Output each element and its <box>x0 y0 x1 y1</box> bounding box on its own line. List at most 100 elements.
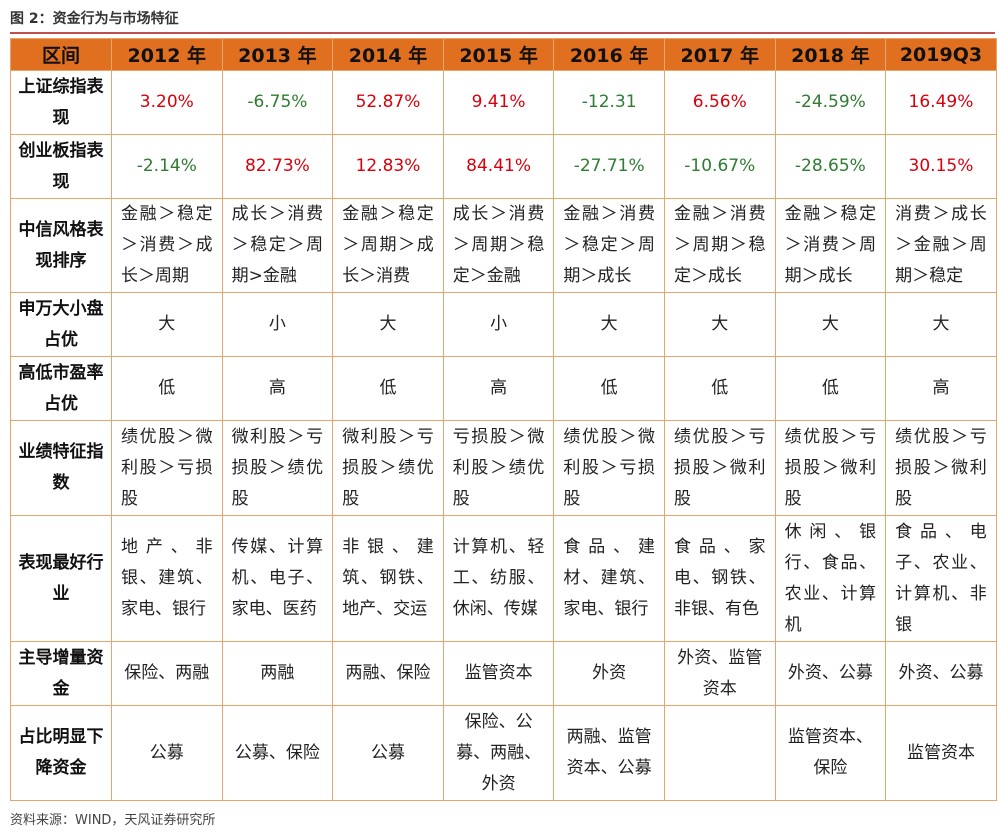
table-cell: 82.73% <box>221 134 334 199</box>
table-cell: 地产、非银、建筑、家电、银行 <box>111 515 223 642</box>
table-cell: 绩优股＞亏损股＞微利股 <box>774 420 887 516</box>
table-cell: 高 <box>442 356 555 421</box>
table-cell: 外资、公募 <box>885 641 997 706</box>
table-cell: -24.59% <box>774 70 887 135</box>
table-cell: 公募、保险 <box>221 705 334 801</box>
row-label: 创业板指表现 <box>10 134 112 199</box>
table-cell: -10.67% <box>663 134 776 199</box>
table-cell: 保险、公募、两融、外资 <box>442 705 555 801</box>
table-cell: 低 <box>111 356 223 421</box>
header-cell-2017: 2017 年 <box>663 38 776 71</box>
table-cell: 成长＞消费＞周期＞稳定＞金融 <box>442 198 555 293</box>
table-cell: 低 <box>553 356 665 421</box>
table-cell: 30.15% <box>885 134 997 199</box>
table-cell: 金融＞消费＞稳定＞周期＞成长 <box>553 198 665 293</box>
table-cell: 大 <box>111 292 223 357</box>
header-cell-2012: 2012 年 <box>111 38 223 71</box>
table-cell: 3.20% <box>111 70 223 135</box>
table-cell: 低 <box>774 356 887 421</box>
table-cell: 监管资本 <box>885 705 997 801</box>
table-cell: 绩优股＞亏损股＞微利股 <box>885 420 997 516</box>
table-cell: 金融＞稳定＞周期＞成长＞消费 <box>332 198 444 293</box>
table-cell: 微利股＞亏损股＞绩优股 <box>332 420 444 516</box>
row-shanghai-composite: 上证综指表现 3.20% -6.75% 52.87% 9.41% -12.31 … <box>10 70 997 135</box>
table-cell: -28.65% <box>774 134 887 199</box>
table-cell: 保险、两融 <box>111 641 223 706</box>
table-cell: -2.14% <box>111 134 223 199</box>
table-cell: 监管资本、保险 <box>774 705 887 801</box>
table-cell: 非银、建筑、钢铁、地产、交运 <box>332 515 444 642</box>
table-cell: 外资、监管资本 <box>663 641 776 706</box>
row-earnings-index: 业绩特征指数 绩优股＞微利股＞亏损股 微利股＞亏损股＞绩优股 微利股＞亏损股＞绩… <box>10 420 997 516</box>
header-cell-period: 区间 <box>10 38 112 71</box>
row-label: 申万大小盘占优 <box>10 292 112 357</box>
header-row: 区间 2012 年 2013 年 2014 年 2015 年 2016 年 20… <box>10 38 997 71</box>
row-label: 表现最好行业 <box>10 515 112 642</box>
row-label: 占比明显下降资金 <box>10 705 112 801</box>
table-cell: 高 <box>221 356 334 421</box>
source-note: 资料来源：WIND，天风证券研究所 <box>10 813 216 828</box>
row-label: 中信风格表现排序 <box>10 198 112 293</box>
table-cell: 绩优股＞微利股＞亏损股 <box>111 420 223 516</box>
table-cell: 金融＞稳定＞消费＞周期＞成长 <box>774 198 887 293</box>
row-label: 业绩特征指数 <box>10 420 112 516</box>
table-cell: 外资、公募 <box>774 641 887 706</box>
figure-title: 图 2：资金行为与市场特征 <box>10 11 179 27</box>
table-cell <box>663 705 776 801</box>
header-cell-2013: 2013 年 <box>221 38 334 71</box>
table-cell: 传媒、计算机、电子、家电、医药 <box>221 515 334 642</box>
table-cell: 公募 <box>111 705 223 801</box>
table-cell: 52.87% <box>332 70 444 135</box>
title-rule <box>10 32 995 34</box>
table-cell: 低 <box>663 356 776 421</box>
table-cell: 大 <box>553 292 665 357</box>
table-cell: -6.75% <box>221 70 334 135</box>
table-cell: 两融、监管资本、公募 <box>553 705 665 801</box>
table-cell: -12.31 <box>553 70 665 135</box>
table-cell: 大 <box>663 292 776 357</box>
row-best-industries: 表现最好行业 地产、非银、建筑、家电、银行 传媒、计算机、电子、家电、医药 非银… <box>10 515 997 642</box>
table-cell: 微利股＞亏损股＞绩优股 <box>221 420 334 516</box>
header-cell-2015: 2015 年 <box>442 38 555 71</box>
table-cell: 休闲、银行、食品、农业、计算机 <box>774 515 887 642</box>
table-cell: 84.41% <box>442 134 555 199</box>
header-cell-2018: 2018 年 <box>774 38 887 71</box>
table-cell: 绩优股＞微利股＞亏损股 <box>553 420 665 516</box>
table-cell: -27.71% <box>553 134 665 199</box>
table-cell: 亏损股＞微利股＞绩优股 <box>442 420 555 516</box>
table-cell: 高 <box>885 356 997 421</box>
header-cell-2016: 2016 年 <box>553 38 665 71</box>
row-citic-style-ranking: 中信风格表现排序 金融＞稳定＞消费＞成长＞周期 成长＞消费＞稳定＞周期>金融 金… <box>10 198 997 293</box>
table-cell: 绩优股＞亏损股＞微利股 <box>663 420 776 516</box>
table-cell: 监管资本 <box>442 641 555 706</box>
table-cell: 外资 <box>553 641 665 706</box>
row-label: 高低市盈率占优 <box>10 356 112 421</box>
row-large-small-cap: 申万大小盘占优 大 小 大 小 大 大 大 大 <box>10 292 997 357</box>
table-cell: 公募 <box>332 705 444 801</box>
table-cell: 两融 <box>221 641 334 706</box>
table-cell: 成长＞消费＞稳定＞周期>金融 <box>221 198 334 293</box>
table-cell: 计算机、轻工、纺服、休闲、传媒 <box>442 515 555 642</box>
table-cell: 金融＞消费＞周期＞稳定＞成长 <box>663 198 776 293</box>
market-characteristics-table: 区间 2012 年 2013 年 2014 年 2015 年 2016 年 20… <box>10 38 997 801</box>
table-cell: 12.83% <box>332 134 444 199</box>
table-cell: 大 <box>885 292 997 357</box>
header-cell-2014: 2014 年 <box>332 38 444 71</box>
row-chinext: 创业板指表现 -2.14% 82.73% 12.83% 84.41% -27.7… <box>10 134 997 199</box>
row-label: 主导增量资金 <box>10 641 112 706</box>
table-cell: 食品、建材、建筑、家电、银行 <box>553 515 665 642</box>
table-cell: 大 <box>774 292 887 357</box>
row-label: 上证综指表现 <box>10 70 112 135</box>
row-leading-funds: 主导增量资金 保险、两融 两融 两融、保险 监管资本 外资 外资、监管资本 外资… <box>10 641 997 706</box>
table-cell: 食品、家电、钢铁、非银、有色 <box>663 515 776 642</box>
table-cell: 小 <box>221 292 334 357</box>
table-cell: 消费＞成长＞金融＞周期＞稳定 <box>885 198 997 293</box>
table-cell: 大 <box>332 292 444 357</box>
table-cell: 小 <box>442 292 555 357</box>
row-declining-funds: 占比明显下降资金 公募 公募、保险 公募 保险、公募、两融、外资 两融、监管资本… <box>10 705 997 801</box>
table-cell: 6.56% <box>663 70 776 135</box>
row-pe-level: 高低市盈率占优 低 高 低 高 低 低 低 高 <box>10 356 997 421</box>
table-cell: 9.41% <box>442 70 555 135</box>
table-cell: 金融＞稳定＞消费＞成长＞周期 <box>111 198 223 293</box>
table-cell: 16.49% <box>885 70 997 135</box>
